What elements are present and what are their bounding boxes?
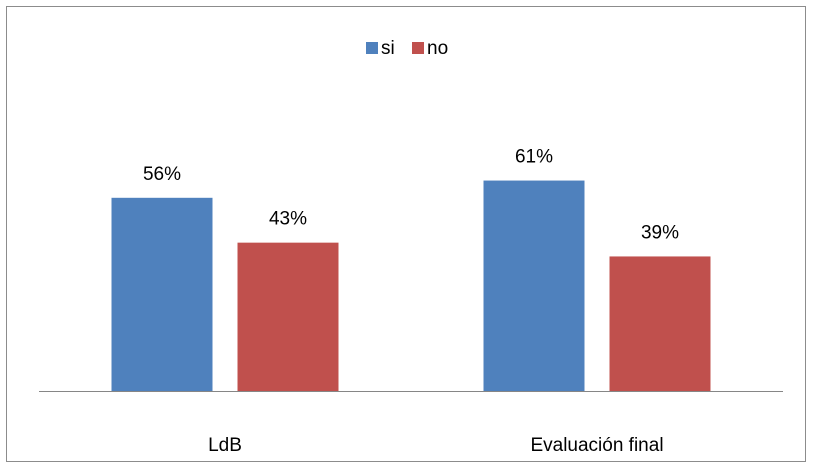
bars-group: [111, 180, 711, 391]
chart-frame: si no 56% 43% 61% 39% LdB Evaluación final: [6, 6, 806, 462]
category-label-1: Evaluación final: [530, 435, 663, 456]
legend-swatch-si: [366, 42, 378, 54]
bar-chart: si no 56% 43% 61% 39% LdB Evaluación final: [39, 38, 783, 456]
bar-no-0: [237, 242, 339, 391]
bar-no-1: [609, 256, 711, 391]
data-label-no-0: 43%: [269, 209, 307, 230]
bar-si-1: [483, 180, 585, 391]
category-label-0: LdB: [208, 435, 242, 456]
legend-swatch-no: [412, 42, 424, 54]
legend-label-si: si: [381, 38, 395, 59]
data-label-si-0: 56%: [143, 164, 181, 185]
data-label-si-1: 61%: [515, 147, 553, 168]
legend-label-no: no: [427, 38, 448, 59]
data-labels-group: 56% 43% 61% 39%: [143, 147, 679, 244]
category-labels-group: LdB Evaluación final: [208, 435, 663, 456]
data-label-no-1: 39%: [641, 222, 679, 243]
legend: si no: [366, 38, 448, 59]
bar-si-0: [111, 197, 213, 391]
